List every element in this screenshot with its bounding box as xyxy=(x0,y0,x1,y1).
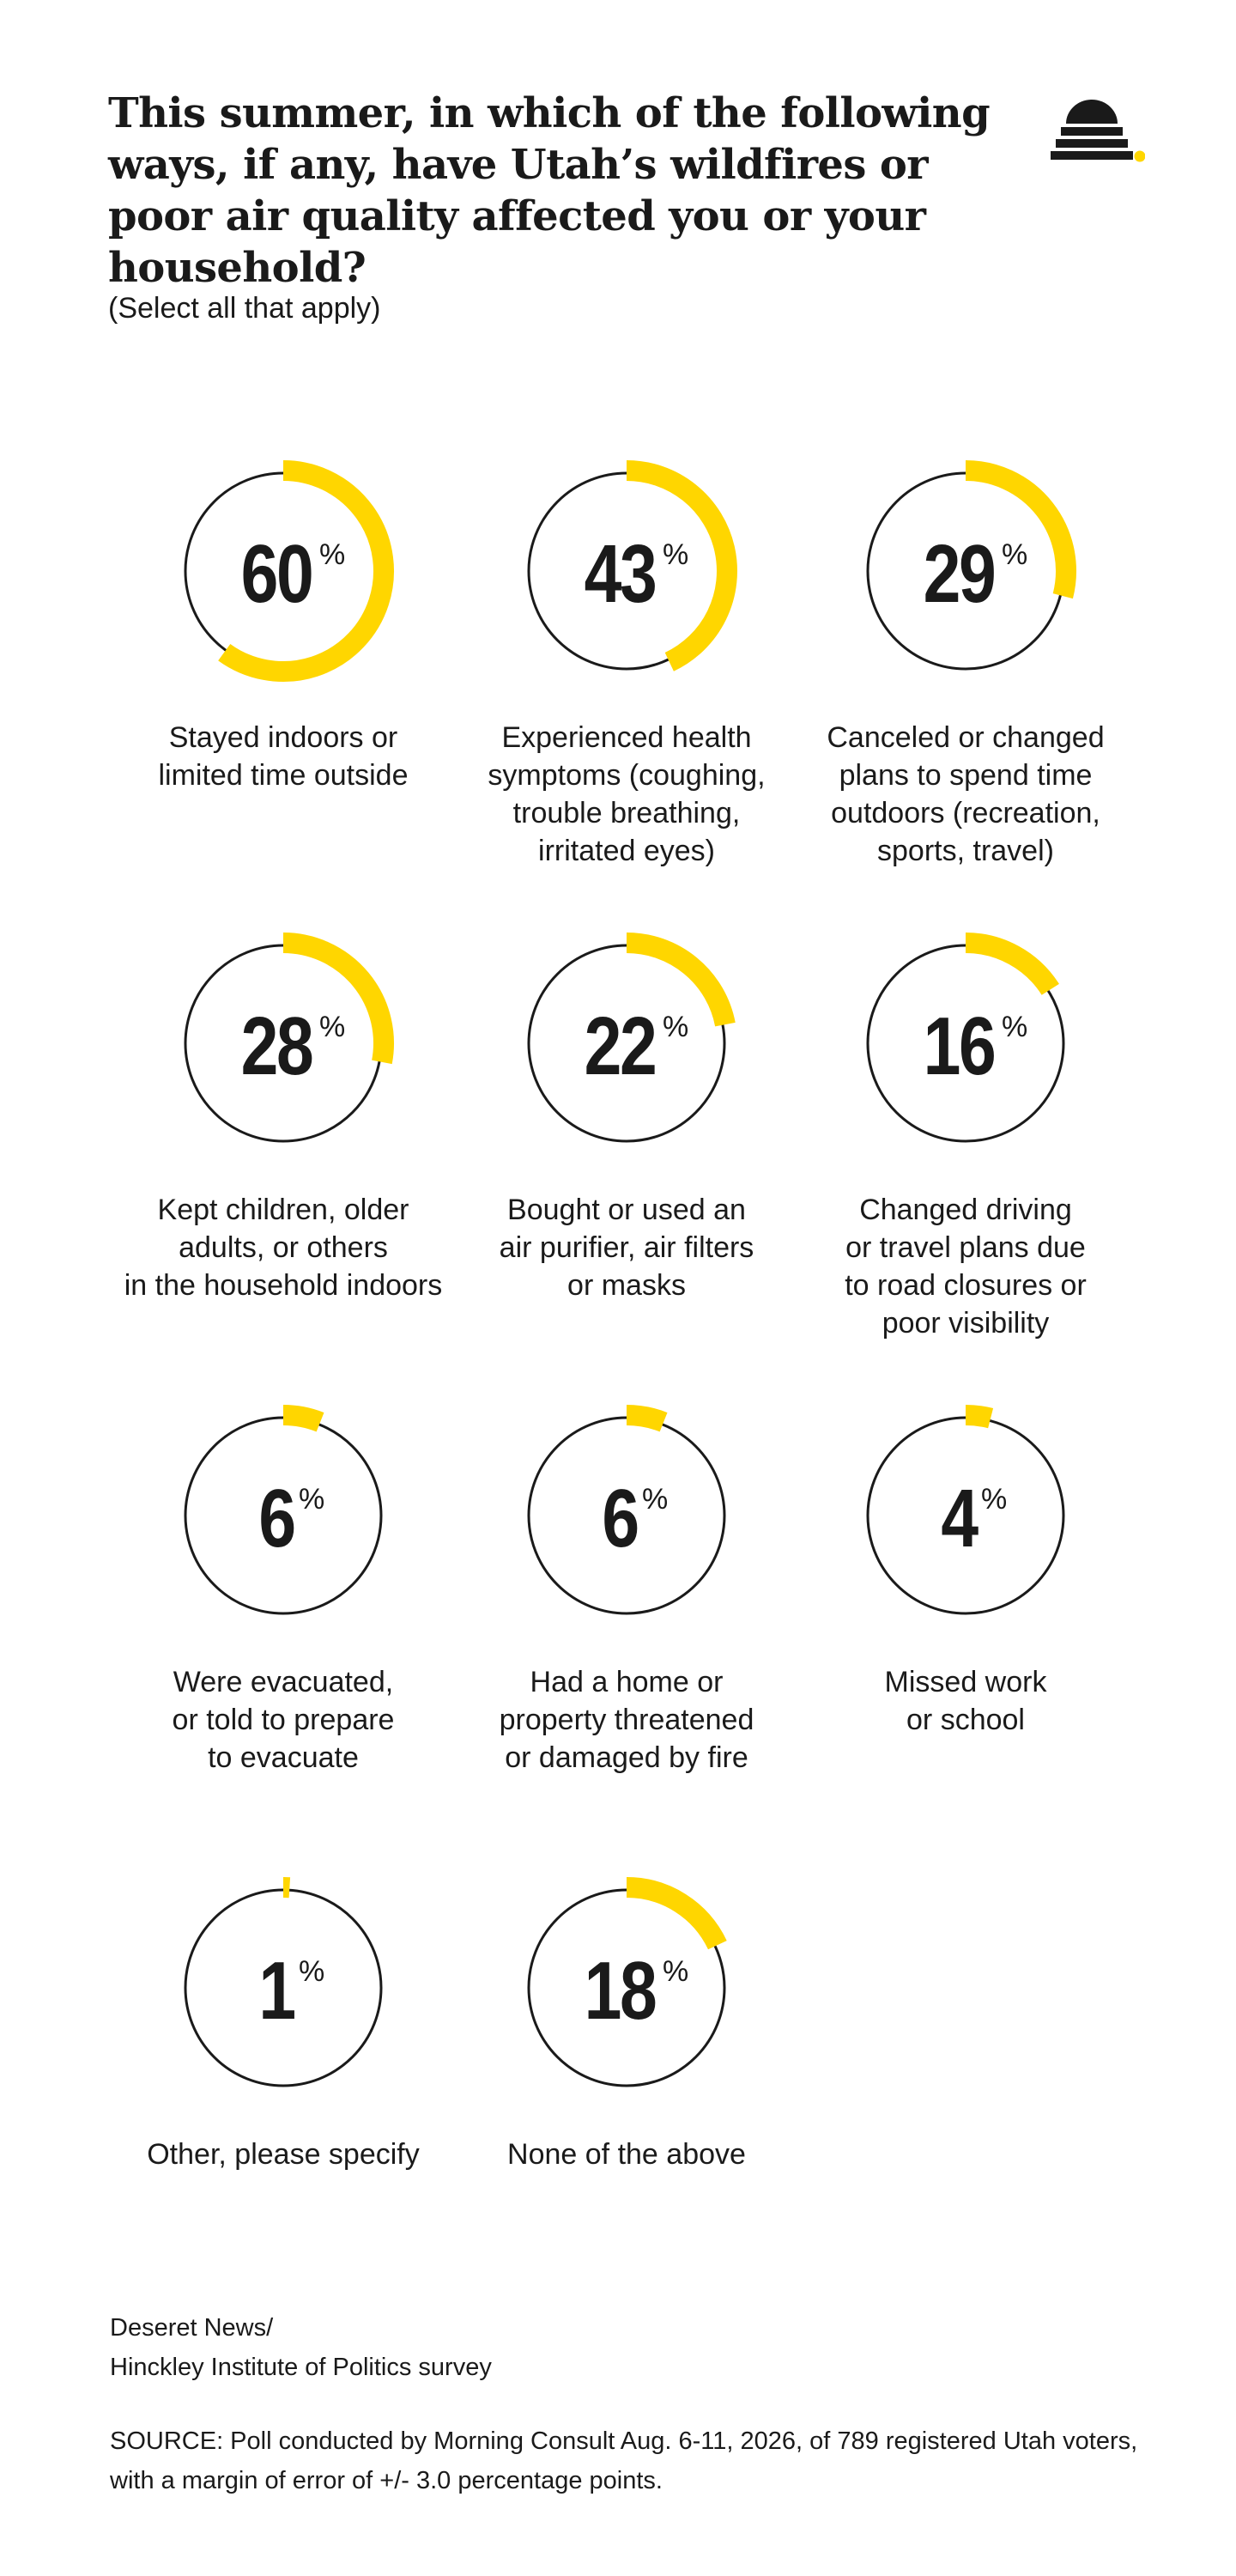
percent-sign: % xyxy=(663,538,688,571)
percentage-arc xyxy=(965,460,1076,599)
value-label: 4 xyxy=(941,1473,978,1564)
chart-subtitle: (Select all that apply) xyxy=(108,292,381,325)
percent-sign: % xyxy=(1002,538,1027,571)
title-line-3: poor air quality affected you or your ho… xyxy=(108,192,926,292)
percentage-arc xyxy=(965,1405,994,1429)
category-label: Bought or used an xyxy=(507,1194,746,1226)
percentage-arc xyxy=(626,1405,668,1432)
donut-ring xyxy=(184,1888,383,2087)
value-label: 6 xyxy=(258,1473,294,1564)
percentage-arc xyxy=(626,460,737,671)
category-label: or school xyxy=(906,1704,1025,1736)
percentage-arc xyxy=(965,933,1059,996)
value-label: 29 xyxy=(924,528,995,620)
category-label: Experienced health xyxy=(501,721,751,754)
donut-item: 29 % Canceled or changed plans to spend tim… xyxy=(827,460,1105,867)
category-label: to evacuate xyxy=(208,1741,359,1774)
donut-item: 28 % Kept children, older adults, or others… xyxy=(124,933,443,1302)
donut-item: 22 % Bought or used an air purifier, air fi… xyxy=(500,933,754,1302)
category-label: Kept children, older xyxy=(158,1194,409,1226)
category-label: in the household indoors xyxy=(124,1269,443,1302)
donut-ring xyxy=(866,944,1065,1143)
percentage-arc xyxy=(626,1877,727,1950)
category-label: Stayed indoors or xyxy=(169,721,398,754)
category-label: Had a home or xyxy=(530,1666,724,1698)
value-label: 16 xyxy=(924,1000,995,1092)
category-label: property threatened xyxy=(500,1704,754,1736)
percent-sign: % xyxy=(319,1011,345,1043)
category-label: to road closures or xyxy=(845,1269,1087,1302)
category-label: None of the above xyxy=(507,2138,746,2171)
percentage-arc xyxy=(218,460,394,682)
category-label: Were evacuated, xyxy=(173,1666,393,1698)
percent-sign: % xyxy=(663,1011,688,1043)
category-label: sports, travel) xyxy=(877,835,1054,867)
value-label: 28 xyxy=(241,1000,312,1092)
percent-sign: % xyxy=(1002,1011,1027,1043)
percent-sign: % xyxy=(299,1955,324,1988)
category-label: limited time outside xyxy=(158,759,408,792)
donut-ring xyxy=(527,944,726,1143)
category-label: Canceled or changed xyxy=(827,721,1104,754)
category-label: poor visibility xyxy=(882,1307,1050,1340)
percentage-arc xyxy=(282,1405,324,1432)
category-label: or masks xyxy=(567,1269,686,1302)
credit-line-1: Deseret News/ xyxy=(110,2314,274,2342)
donut-item: 60 % Stayed indoors or limited time outside xyxy=(158,460,409,792)
category-label: Other, please specify xyxy=(147,2138,420,2171)
percent-sign: % xyxy=(663,1955,688,1988)
category-label: plans to spend time xyxy=(839,759,1093,792)
category-label: Changed driving xyxy=(859,1194,1072,1226)
percent-sign: % xyxy=(319,538,345,571)
value-label: 1 xyxy=(258,1945,294,2037)
percent-sign: % xyxy=(642,1483,668,1516)
percent-sign: % xyxy=(299,1483,324,1516)
value-label: 60 xyxy=(241,528,312,620)
donut-item: 43 % Experienced health symptoms (coughing,… xyxy=(488,460,766,867)
percentage-arc xyxy=(282,933,394,1065)
value-label: 18 xyxy=(585,1945,656,2037)
donut-item: 18 % None of the above xyxy=(507,1877,746,2171)
donut-item: 16 % Changed driving or travel plans due to … xyxy=(845,933,1087,1340)
donut-item: 1 % Other, please specify xyxy=(147,1876,420,2171)
credit-line-2: Hinckley Institute of Politics survey xyxy=(110,2354,492,2381)
credit-block: Deseret News/ Hinckley Institute of Poli… xyxy=(110,2308,492,2387)
category-label: irritated eyes) xyxy=(538,835,715,867)
donut-item: 4 % Missed work or school xyxy=(866,1405,1065,1736)
donut-item: 6 % Were evacuated, or told to prepare to ev… xyxy=(173,1405,395,1774)
category-label: or travel plans due xyxy=(845,1231,1086,1264)
beehive-logo-icon xyxy=(1051,100,1145,162)
category-label: outdoors (recreation, xyxy=(831,797,1100,829)
value-label: 6 xyxy=(602,1473,637,1564)
category-label: or told to prepare xyxy=(173,1704,395,1736)
category-label: or damaged by fire xyxy=(505,1741,748,1774)
donut-item: 6 % Had a home or property threatened or dam… xyxy=(500,1405,754,1774)
title-line-1: This summer, in which of the following xyxy=(108,89,991,137)
chart-title: This summer, in which of the following w… xyxy=(108,88,1172,294)
value-label: 22 xyxy=(585,1000,656,1092)
category-label: Missed work xyxy=(885,1666,1048,1698)
value-label: 43 xyxy=(585,528,656,620)
category-label: symptoms (coughing, xyxy=(488,759,765,792)
percent-sign: % xyxy=(981,1483,1007,1516)
category-label: trouble breathing, xyxy=(513,797,741,829)
category-label: adults, or others xyxy=(179,1231,388,1264)
percentage-arc xyxy=(626,933,736,1027)
title-line-2: ways, if any, have Utah’s wildfires or xyxy=(108,141,929,189)
source-note: SOURCE: Poll conducted by Morning Consul… xyxy=(110,2427,1138,2494)
donut-chart-grid: 60 % Stayed indoors or limited time outside… xyxy=(124,460,1105,2171)
category-label: air purifier, air filters xyxy=(500,1231,754,1264)
